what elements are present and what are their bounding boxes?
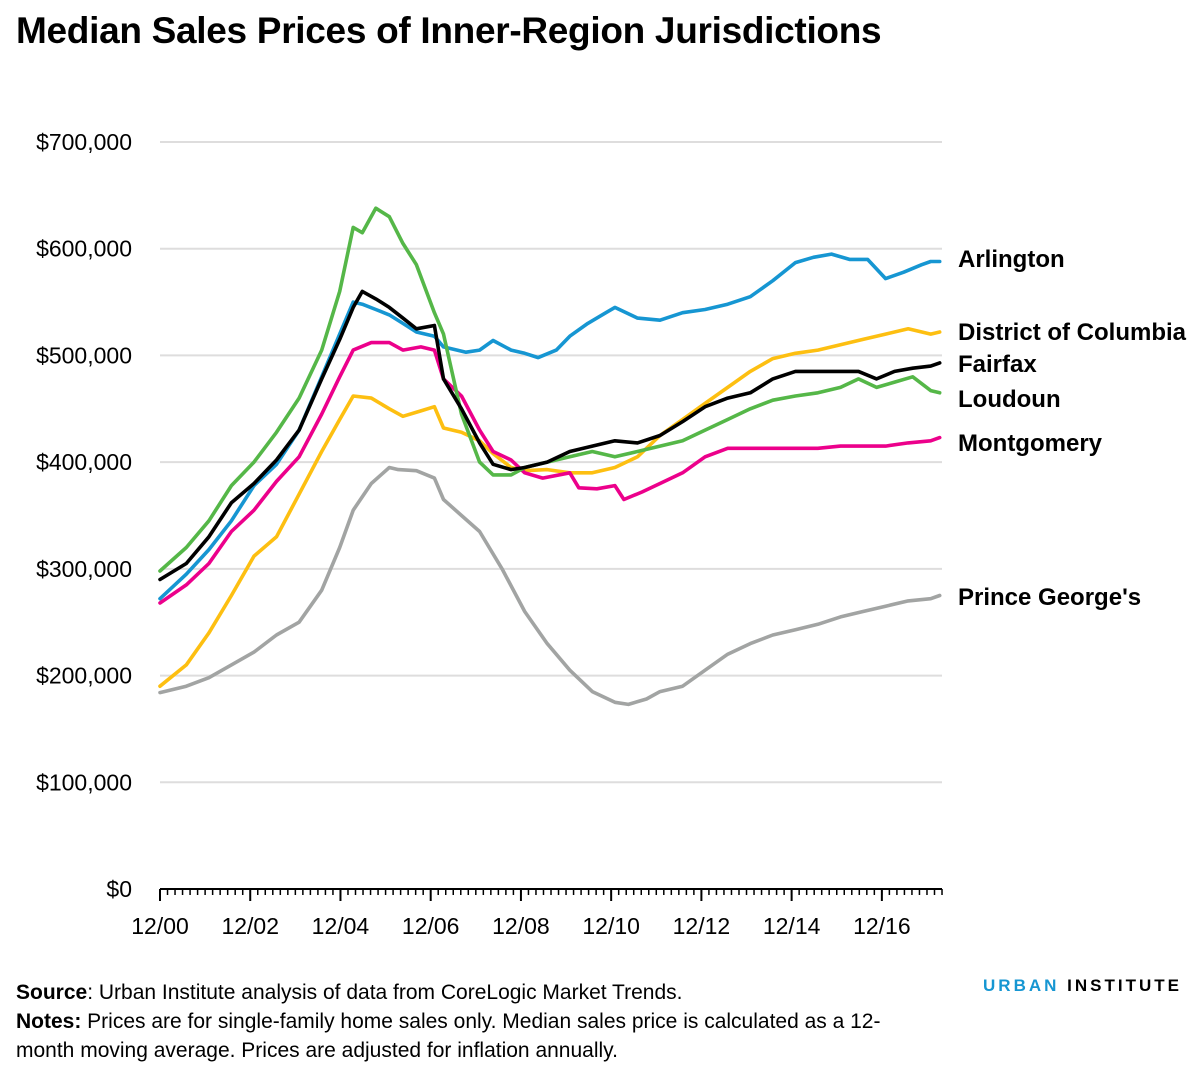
- y-tick-label: $500,000: [36, 342, 132, 368]
- series-label: Fairfax: [958, 351, 1037, 378]
- y-tick-label: $400,000: [36, 449, 132, 475]
- urban-institute-logo: URBAN INSTITUTE: [983, 976, 1182, 996]
- y-tick-label: $0: [106, 876, 132, 902]
- series-label: Prince George's: [958, 584, 1141, 611]
- logo-institute: INSTITUTE: [1067, 976, 1182, 995]
- x-tick-label: 12/08: [492, 913, 550, 939]
- chart-footer: Source: Urban Institute analysis of data…: [16, 978, 916, 1065]
- chart-title: Median Sales Prices of Inner-Region Juri…: [16, 10, 882, 51]
- y-tick-label: $300,000: [36, 556, 132, 582]
- x-tick-label: 12/00: [131, 913, 189, 939]
- notes-label: Notes:: [16, 1010, 82, 1033]
- source-label: Source: [16, 981, 88, 1004]
- x-tick-label: 12/10: [582, 913, 640, 939]
- x-tick-label: 12/14: [763, 913, 821, 939]
- series-label: Montgomery: [958, 430, 1103, 457]
- y-tick-label: $600,000: [36, 236, 132, 262]
- x-tick-label: 12/12: [673, 913, 731, 939]
- series-label: District of Columbia: [958, 319, 1187, 346]
- series-line-loudoun: [158, 206, 942, 573]
- y-tick-label: $100,000: [36, 769, 132, 795]
- series-label: Arlington: [958, 246, 1065, 273]
- series-line-fairfax: [158, 289, 942, 582]
- x-tick-label: 12/04: [312, 913, 370, 939]
- logo-urban: URBAN: [983, 976, 1060, 995]
- source-text: : Urban Institute analysis of data from …: [87, 981, 683, 1004]
- x-tick-label: 12/06: [402, 913, 460, 939]
- series-line-district-of-columbia: [158, 327, 942, 688]
- series-line-arlington: [158, 252, 942, 601]
- y-tick-label: $700,000: [36, 129, 132, 155]
- y-tick-label: $200,000: [36, 663, 132, 689]
- x-tick-label: 12/16: [853, 913, 911, 939]
- series-line-prince-george-s: [158, 465, 942, 707]
- series-line-montgomery: [158, 340, 942, 605]
- notes-text: Prices are for single-family home sales …: [16, 1010, 881, 1062]
- x-tick-label: 12/02: [221, 913, 279, 939]
- series-label: Loudoun: [958, 386, 1061, 413]
